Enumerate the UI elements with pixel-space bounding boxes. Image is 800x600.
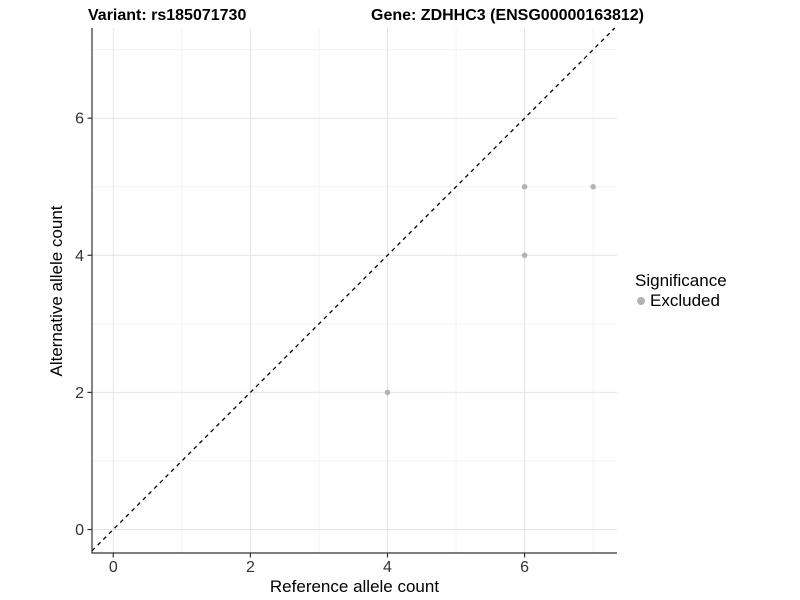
legend-key xyxy=(632,292,649,309)
plot-title-gene: Gene: ZDHHC3 (ENSG00000163812) xyxy=(371,7,645,24)
x-tick-label: 2 xyxy=(246,559,255,576)
x-tick-label: 0 xyxy=(109,559,118,576)
data-point xyxy=(590,183,596,190)
y-axis-title: Alternative allele count xyxy=(47,205,66,377)
y-tick-label: 6 xyxy=(75,111,84,128)
x-tick-label: 4 xyxy=(383,559,392,576)
legend: Significance Excluded xyxy=(632,271,727,310)
data-point xyxy=(384,389,391,396)
data-point xyxy=(521,183,528,190)
plot-title-variant: Variant: rs185071730 xyxy=(88,7,247,24)
legend-point-icon xyxy=(636,296,645,305)
y-tick-label: 4 xyxy=(75,248,84,265)
identity-line xyxy=(91,27,616,552)
y-tick-label: 2 xyxy=(75,385,84,402)
legend-item: Excluded xyxy=(632,291,727,310)
x-tick-label: 6 xyxy=(520,559,529,576)
legend-title: Significance xyxy=(635,271,727,290)
legend-item-label: Excluded xyxy=(650,290,720,310)
data-point xyxy=(521,252,528,259)
y-tick-label: 0 xyxy=(75,522,84,539)
x-axis-title: Reference allele count xyxy=(269,577,440,596)
